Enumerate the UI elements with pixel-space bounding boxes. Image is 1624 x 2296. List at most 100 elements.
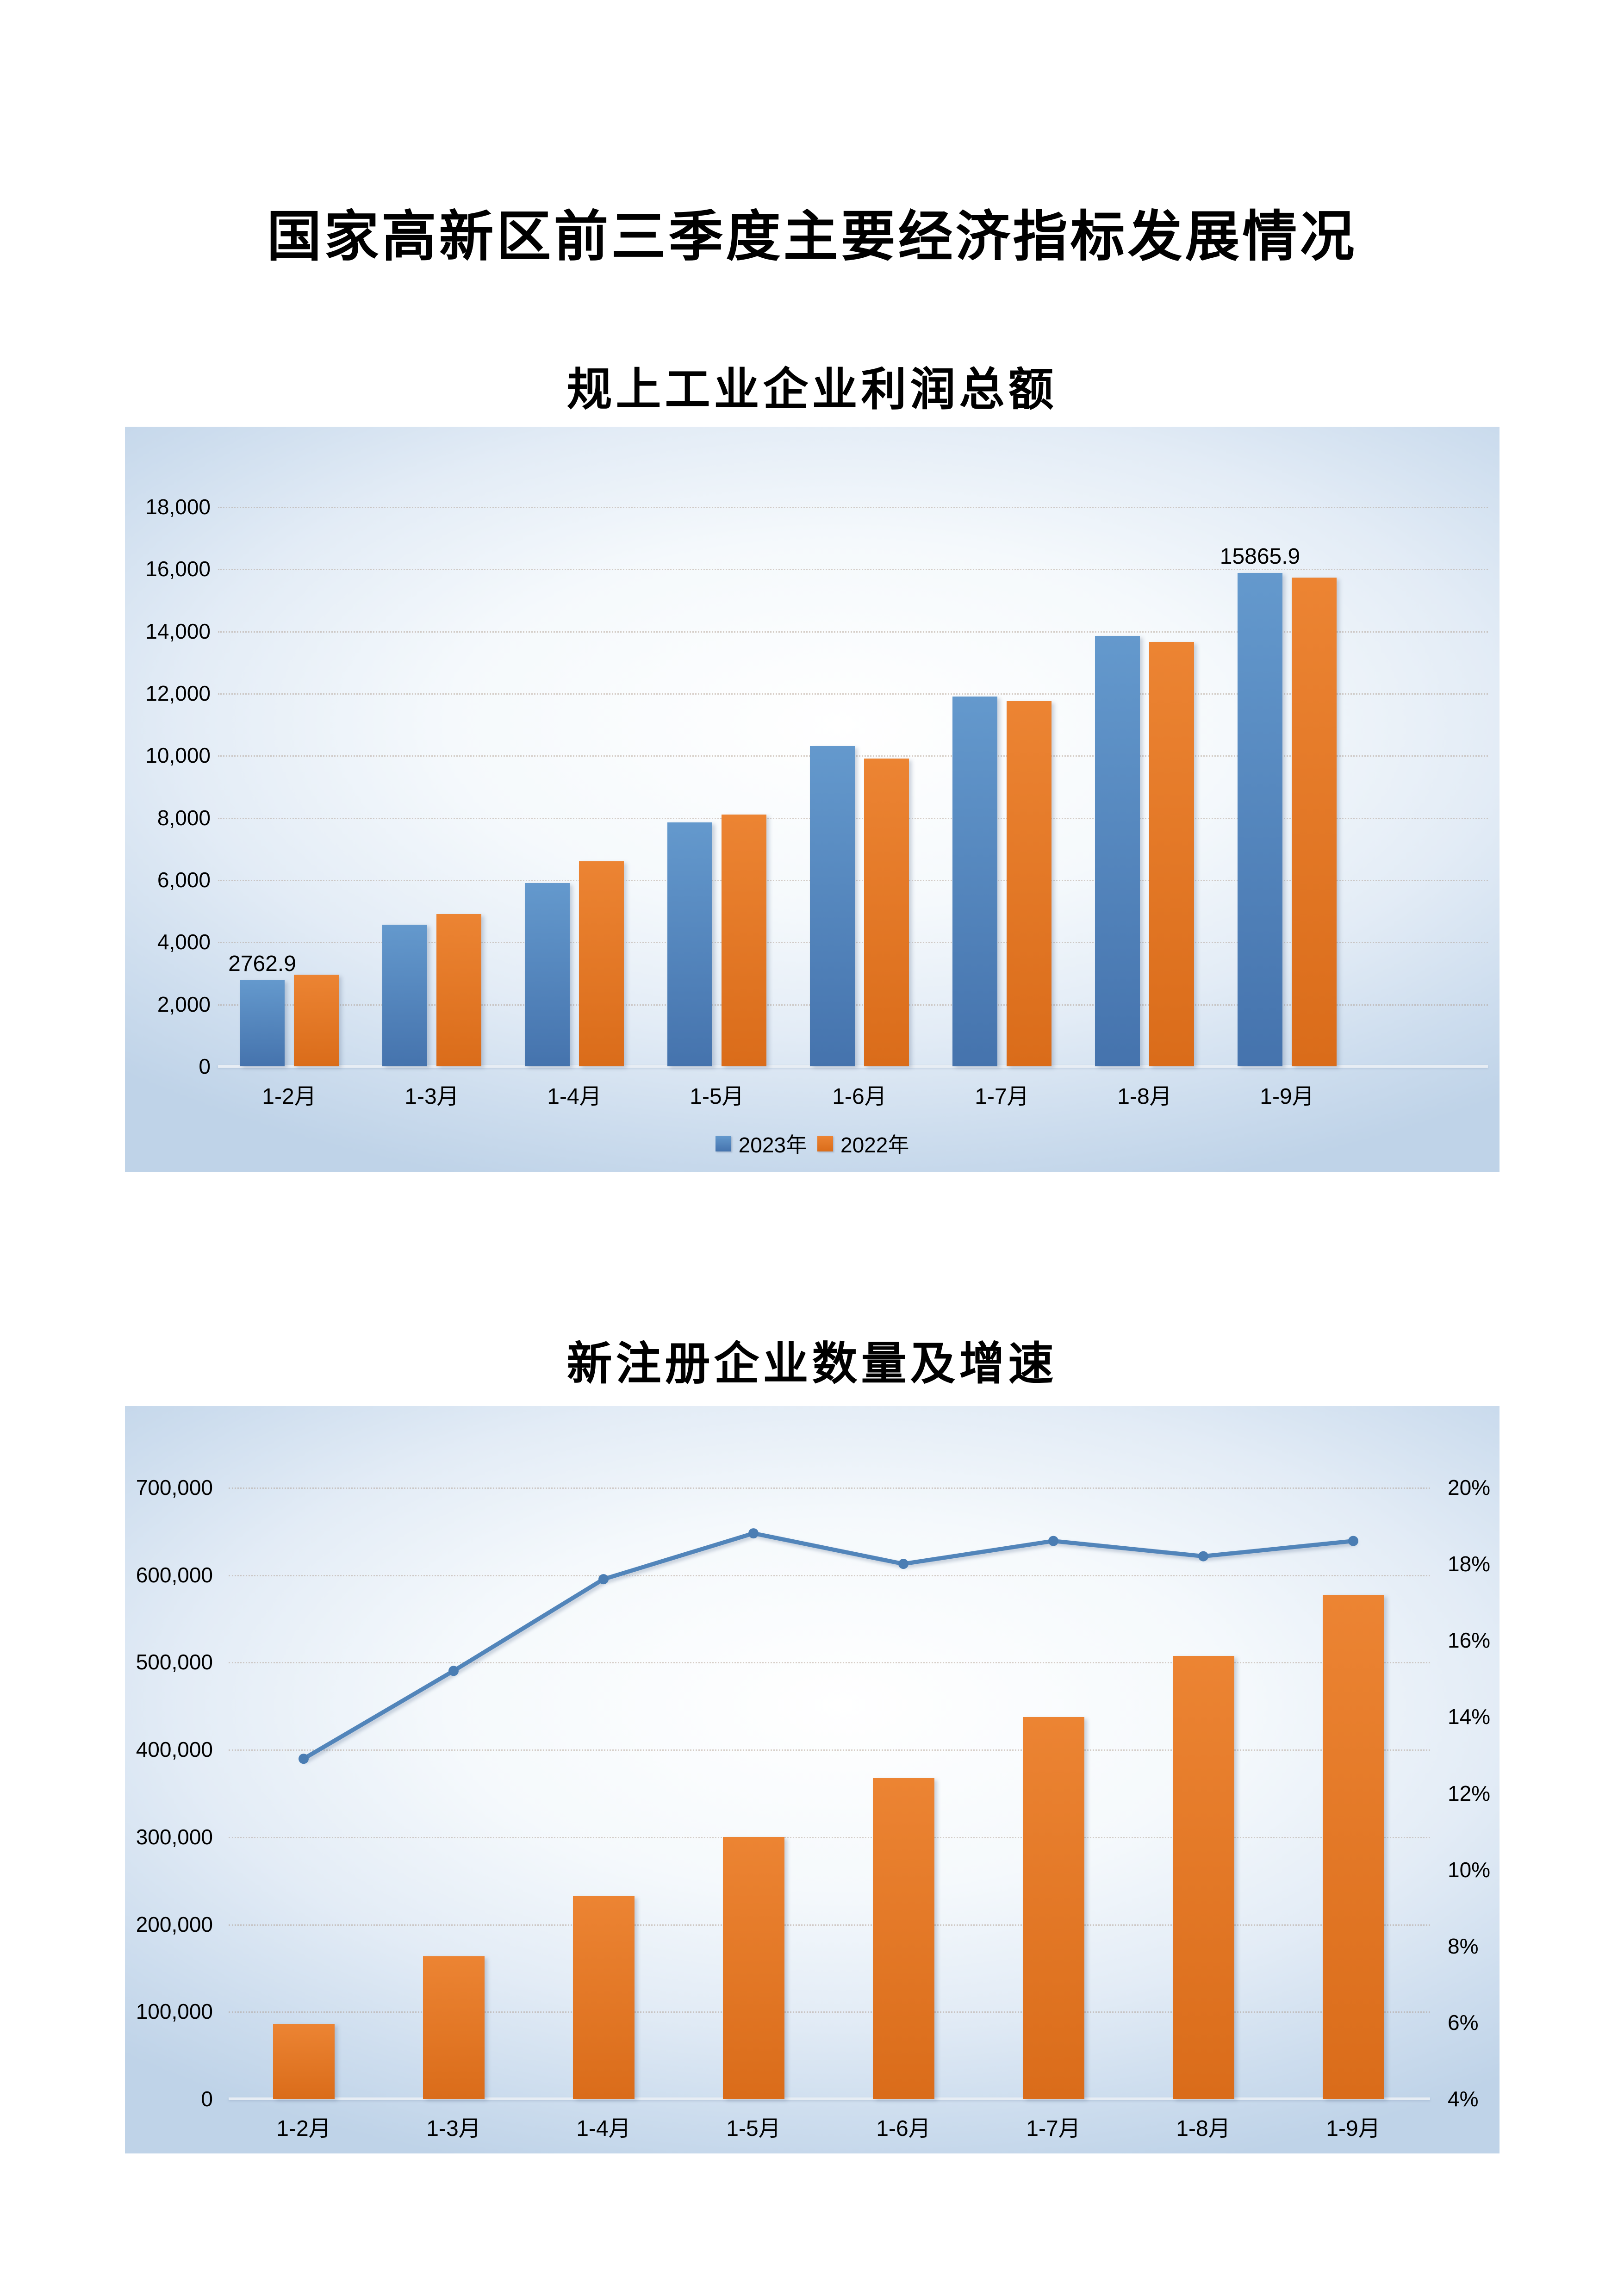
left-axis-tick-label: 500,000 [136, 1650, 213, 1674]
x-axis-category-label: 1-8月 [1117, 1084, 1172, 1109]
chart2-plot-area: 0 100,000 200,000 300,000 400,000 500,000 600,… [125, 1406, 1500, 2153]
line-marker [448, 1666, 459, 1676]
bar-1-3月 [423, 1956, 485, 2099]
left-axis-tick-label: 0 [201, 2087, 213, 2111]
chart1-title: 规上工业企业利润总额 [566, 365, 1058, 415]
page-title: 国家高新区前三季度主要经济指标发展情况 [267, 206, 1357, 268]
y-axis-tick-label: 4,000 [157, 930, 211, 954]
y-gridline [218, 507, 1488, 508]
right-axis-tick-label: 14% [1448, 1705, 1491, 1729]
x-axis-category-label: 1-9月 [1260, 1084, 1314, 1109]
left-axis-tick-label: 600,000 [136, 1562, 213, 1587]
legend-label: 2023年 [738, 1133, 807, 1157]
x-axis-category-label: 1-3月 [426, 2116, 481, 2141]
left-y-gridline [229, 1924, 1430, 1926]
left-axis-tick-label: 100,000 [136, 1999, 213, 2024]
bar-2023年-1-6月 [810, 746, 855, 1066]
x-axis-category-label: 1-6月 [876, 2116, 931, 2141]
legend-swatch-2023年 [715, 1136, 731, 1151]
bar-1-4月 [572, 1896, 635, 2099]
bar-2022年-1-4月 [579, 861, 624, 1066]
left-y-gridline [229, 1749, 1430, 1751]
line-marker [898, 1559, 908, 1569]
bar-1-7月 [1022, 1717, 1084, 2099]
right-axis-tick-label: 8% [1448, 1934, 1479, 1958]
chart1-plot-area: 0 2,000 4,000 6,000 8,000 10,000 12,000 14,000 1… [125, 427, 1500, 1172]
growth-rate-line-chart [299, 1528, 1358, 1764]
right-axis-tick-label: 16% [1448, 1628, 1491, 1653]
y-axis-tick-label: 18,000 [145, 495, 211, 519]
bar-2023年-1-3月 [382, 925, 427, 1066]
x-axis-category-label: 1-7月 [975, 1084, 1029, 1109]
x-axis-category-label: 1-5月 [690, 1084, 744, 1109]
x-axis-category-label: 1-9月 [1326, 2116, 1381, 2141]
right-axis-tick-label: 10% [1448, 1857, 1491, 1882]
left-y-gridline [229, 1487, 1430, 1489]
right-axis-tick-label: 18% [1448, 1552, 1491, 1576]
x-axis-category-label: 1-3月 [404, 1084, 459, 1109]
chart2-title: 新注册企业数量及增速 [566, 1339, 1058, 1389]
y-axis-tick-label: 2,000 [157, 992, 211, 1016]
right-axis-tick-label: 12% [1448, 1781, 1491, 1805]
y-axis-tick-label: 6,000 [157, 868, 211, 892]
bar-2022年-1-5月 [722, 814, 766, 1066]
x-axis-category-label: 1-7月 [1026, 2116, 1081, 2141]
bar-2022年-1-7月 [1007, 701, 1052, 1066]
bar-2022年-1-3月 [436, 914, 481, 1066]
bar-1-2月 [273, 2023, 335, 2099]
line-marker [1198, 1551, 1208, 1562]
x-axis-category-label: 1-6月 [832, 1084, 887, 1109]
left-axis-tick-label: 700,000 [136, 1475, 213, 1500]
bar-1-5月 [722, 1836, 784, 2099]
y-axis-tick-label: 16,000 [145, 557, 211, 581]
y-gridline [218, 631, 1488, 633]
bar-2022年-1-8月 [1149, 642, 1194, 1066]
x-axis-category-label: 1-8月 [1176, 2116, 1231, 2141]
bar-data-label: 2762.9 [228, 952, 296, 977]
bar-2023年-1-8月 [1095, 635, 1140, 1066]
left-axis-tick-label: 400,000 [136, 1737, 213, 1762]
y-axis-tick-label: 14,000 [145, 619, 211, 643]
left-y-gridline [229, 2011, 1430, 2013]
y-axis-tick-label: 8,000 [157, 805, 211, 830]
left-axis-tick-label: 200,000 [136, 1912, 213, 1936]
right-axis-tick-label: 6% [1448, 2010, 1479, 2035]
bar-data-label: 15865.9 [1220, 544, 1300, 569]
bar-2023年-1-4月 [525, 883, 570, 1066]
bar-2023年-1-5月 [667, 822, 712, 1066]
left-y-gridline [229, 1836, 1430, 1838]
y-gridline [218, 569, 1488, 571]
y-axis-tick-label: 12,000 [145, 681, 211, 705]
bar-1-6月 [872, 1778, 934, 2099]
chart-legend: 2023年 2022年 [125, 1132, 1500, 1157]
legend-label: 2022年 [840, 1133, 909, 1157]
x-axis-category-label: 1-4月 [547, 1084, 602, 1109]
left-axis-tick-label: 300,000 [136, 1824, 213, 1849]
y-axis-tick-label: 0 [199, 1054, 211, 1078]
bar-2023年-1-9月 [1238, 573, 1282, 1066]
x-axis-category-label: 1-4月 [576, 2116, 631, 2141]
left-y-gridline [229, 1574, 1430, 1576]
bar-1-8月 [1172, 1656, 1234, 2099]
right-axis-tick-label: 20% [1448, 1475, 1491, 1500]
bar-2023年-1-2月 [240, 980, 285, 1066]
left-y-gridline [229, 1662, 1430, 1664]
y-axis-tick-label: 10,000 [145, 743, 211, 768]
x-axis-category-label: 1-2月 [262, 1084, 317, 1109]
line-marker [299, 1754, 309, 1764]
bar-2022年-1-9月 [1292, 578, 1337, 1066]
bar-2022年-1-6月 [864, 759, 909, 1066]
line-marker [1048, 1536, 1058, 1546]
legend-swatch-2022年 [817, 1136, 833, 1151]
growth-rate-line [301, 1531, 1356, 1761]
x-axis-line [218, 1065, 1488, 1068]
right-axis-tick-label: 4% [1448, 2087, 1479, 2111]
x-axis-category-label: 1-2月 [276, 2116, 331, 2141]
line-marker [1348, 1536, 1358, 1546]
bar-1-9月 [1322, 1595, 1384, 2099]
bar-2023年-1-7月 [952, 696, 997, 1066]
y-gridline [218, 693, 1488, 695]
x-axis-category-label: 1-5月 [726, 2116, 781, 2141]
line-marker [748, 1528, 759, 1539]
x-axis-line [229, 2097, 1430, 2100]
